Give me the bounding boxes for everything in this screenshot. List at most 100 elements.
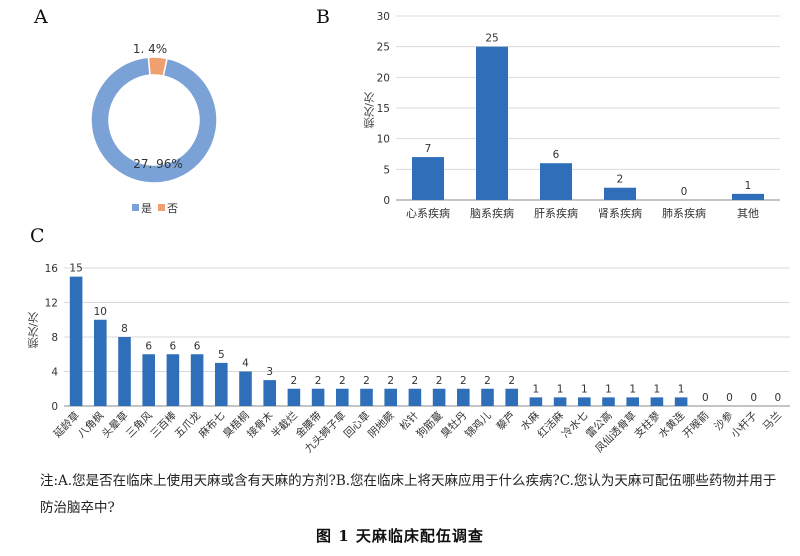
bar-value-label-25: 1 <box>678 383 685 395</box>
x-tick-label-24: 支柱蓼 <box>632 409 664 441</box>
x-tick-label-3: 肾系疾病 <box>598 206 642 220</box>
y-tick-label-4: 20 <box>377 72 390 84</box>
bar-5 <box>190 354 204 406</box>
bar-11 <box>336 388 349 406</box>
bar-7 <box>239 371 252 406</box>
y-tick-label-2: 8 <box>51 332 58 344</box>
bar-1 <box>476 46 508 200</box>
bar-18 <box>505 388 518 406</box>
x-tick-label-8: 接骨木 <box>244 409 276 441</box>
y-tick-label-5: 25 <box>377 42 390 54</box>
x-tick-label-26: 开喉箭 <box>680 409 711 440</box>
bar-5 <box>732 193 764 200</box>
bar-4 <box>166 354 180 406</box>
bar-value-label-17: 2 <box>484 375 491 387</box>
x-tick-label-4: 肺系疾病 <box>662 206 706 220</box>
legend-swatch-no <box>158 204 165 211</box>
x-tick-label-12: 回心草 <box>342 410 373 441</box>
bar-1 <box>94 319 107 406</box>
panel-a-letter: A <box>34 6 48 28</box>
bar-value-label-8: 3 <box>266 366 273 378</box>
x-tick-label-1: 脑系疾病 <box>470 206 514 220</box>
bar-12 <box>360 388 373 406</box>
y-tick-label-3: 15 <box>377 103 390 115</box>
x-tick-label-7: 臭梧桐 <box>220 409 251 440</box>
figure-note: 注:A.您是否在临床上使用天麻或含有天麻的方剂?B.您在临床上将天麻应用于什么疾… <box>40 473 777 516</box>
donut-slice-1 <box>90 56 218 184</box>
bar-25 <box>674 397 688 406</box>
y-tick-label-0: 0 <box>51 401 58 413</box>
y-tick-label-1: 5 <box>383 164 390 176</box>
x-tick-label-0: 心系疾病 <box>406 206 450 220</box>
x-tick-label-5: 五爪龙 <box>172 409 204 441</box>
slice-label-yes: 27. 96% <box>133 157 183 171</box>
y-tick-label-4: 16 <box>45 263 59 275</box>
bar-19 <box>529 397 543 406</box>
bar-value-label-9: 2 <box>291 375 298 387</box>
figure-caption: 图 1 天麻临床配伍调查 <box>316 527 484 545</box>
bar-9 <box>287 388 301 406</box>
bar-value-label-18: 2 <box>508 375 515 387</box>
bar-value-label-4: 0 <box>681 186 688 198</box>
panel-b-letter: B <box>316 6 330 28</box>
bar-value-label-22: 1 <box>605 383 612 395</box>
legend-label-no: 否 <box>167 202 178 215</box>
x-tick-label-28: 小杆子 <box>728 409 759 440</box>
bar-value-label-3: 6 <box>145 340 152 352</box>
bar-value-label-0: 7 <box>425 143 432 155</box>
x-tick-label-13: 阴地蕨 <box>365 409 397 441</box>
x-tick-label-21: 冷水七 <box>559 409 590 440</box>
y-tick-label-2: 10 <box>377 134 390 146</box>
y-tick-label-0: 0 <box>383 195 390 207</box>
x-tick-label-20: 红活麻 <box>535 409 567 441</box>
bar-value-label-0: 15 <box>69 263 82 275</box>
y-tick-label-1: 4 <box>51 367 58 379</box>
bar-value-label-7: 4 <box>242 358 249 370</box>
x-tick-label-4: 三百棒 <box>148 409 180 441</box>
bar-value-label-19: 1 <box>533 383 540 395</box>
bar-8 <box>263 380 276 406</box>
bar-value-label-10: 2 <box>315 375 322 387</box>
bar-value-label-26: 0 <box>702 392 709 404</box>
bar-value-label-24: 1 <box>654 383 661 395</box>
bar-value-label-28: 0 <box>750 392 757 404</box>
bar-value-label-1: 10 <box>94 306 107 318</box>
legend-label-yes: 是 <box>141 202 152 215</box>
bar-value-label-14: 2 <box>412 375 419 387</box>
bar-24 <box>650 397 664 406</box>
bar-2 <box>540 163 572 200</box>
disease-bar-chart: 0 5 10 15 20 25 30 7 心系疾病 25 脑系疾病 6 肝系疾病 2 肾系疾病 0 肺系疾病 1 其… <box>377 11 780 220</box>
bar-3 <box>142 354 155 406</box>
bar-value-label-1: 25 <box>485 33 498 45</box>
bar-value-label-5: 6 <box>194 340 201 352</box>
bar-0 <box>412 157 444 200</box>
bar-value-label-20: 1 <box>557 383 564 395</box>
bar-value-label-12: 2 <box>363 375 370 387</box>
bar-17 <box>481 388 494 406</box>
bar-value-label-16: 2 <box>460 375 467 387</box>
legend-swatch-yes <box>132 204 139 211</box>
bar-value-label-23: 1 <box>629 383 636 395</box>
bar-0 <box>69 276 83 406</box>
slice-label-no: 1. 4% <box>133 42 167 56</box>
bar-value-label-3: 2 <box>617 174 624 186</box>
bar-15 <box>432 388 446 406</box>
x-tick-label-17: 锦鸡儿 <box>462 409 494 441</box>
bar-value-label-5: 1 <box>745 180 752 192</box>
x-tick-label-15: 狗筋蔓 <box>414 409 446 441</box>
bar-value-label-11: 2 <box>339 375 346 387</box>
bar-23 <box>626 397 639 406</box>
x-tick-label-18: 藜芦 <box>494 409 518 433</box>
bar-value-label-13: 2 <box>387 375 394 387</box>
bar-14 <box>408 388 422 406</box>
bar-value-label-15: 2 <box>436 375 443 387</box>
x-tick-label-9: 半截烂 <box>269 409 300 440</box>
bar-value-label-27: 0 <box>726 392 733 404</box>
x-tick-label-0: 延龄草 <box>51 409 82 440</box>
bar-3 <box>604 187 636 200</box>
bar-10 <box>311 388 325 406</box>
bar-21 <box>578 397 591 406</box>
bar-13 <box>384 388 397 406</box>
bar-6 <box>215 362 228 406</box>
